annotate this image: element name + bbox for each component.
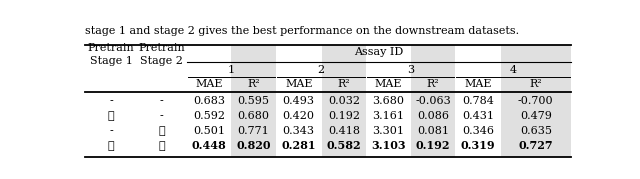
Text: -: - xyxy=(109,96,113,106)
Text: Assay ID: Assay ID xyxy=(354,47,403,57)
Text: 3.680: 3.680 xyxy=(372,96,404,106)
Text: 0.635: 0.635 xyxy=(520,126,552,136)
Text: R²: R² xyxy=(337,79,350,89)
Text: 3.161: 3.161 xyxy=(372,111,404,121)
Text: 0.420: 0.420 xyxy=(283,111,315,121)
Text: 0.820: 0.820 xyxy=(236,140,271,151)
Text: 0.086: 0.086 xyxy=(417,111,449,121)
Bar xyxy=(411,45,456,157)
Text: -: - xyxy=(160,111,164,121)
Text: -: - xyxy=(109,126,113,136)
Bar xyxy=(321,45,366,157)
Text: ✓: ✓ xyxy=(108,141,115,151)
Text: MAE: MAE xyxy=(375,79,403,89)
Text: ✓: ✓ xyxy=(159,141,165,151)
Text: MAE: MAE xyxy=(195,79,223,89)
Text: stage 1 and stage 2 gives the best performance on the downstream datasets.: stage 1 and stage 2 gives the best perfo… xyxy=(85,26,519,36)
Text: 0.343: 0.343 xyxy=(283,126,315,136)
Text: ✓: ✓ xyxy=(159,126,165,136)
Text: R²: R² xyxy=(247,79,260,89)
Text: MAE: MAE xyxy=(285,79,312,89)
Text: ✓: ✓ xyxy=(108,111,115,121)
Text: 0.680: 0.680 xyxy=(237,111,269,121)
Text: 1: 1 xyxy=(228,65,235,75)
Bar xyxy=(231,45,276,157)
Text: 0.192: 0.192 xyxy=(328,111,360,121)
Text: 2: 2 xyxy=(317,65,324,75)
Text: -: - xyxy=(160,96,164,106)
Text: 0.592: 0.592 xyxy=(193,111,225,121)
Text: 0.595: 0.595 xyxy=(237,96,269,106)
Text: 0.319: 0.319 xyxy=(461,140,495,151)
Text: Pretrain
Stage 2: Pretrain Stage 2 xyxy=(138,43,185,66)
Text: 0.784: 0.784 xyxy=(462,96,494,106)
Text: 0.683: 0.683 xyxy=(193,96,225,106)
Text: MAE: MAE xyxy=(464,79,492,89)
Text: Pretrain
Stage 1: Pretrain Stage 1 xyxy=(88,43,134,66)
Text: 0.501: 0.501 xyxy=(193,126,225,136)
Text: -0.063: -0.063 xyxy=(415,96,451,106)
Text: 3.103: 3.103 xyxy=(371,140,406,151)
Text: 0.479: 0.479 xyxy=(520,111,552,121)
Text: 0.727: 0.727 xyxy=(518,140,553,151)
Text: 0.448: 0.448 xyxy=(191,140,227,151)
Text: 3: 3 xyxy=(407,65,414,75)
Text: R²: R² xyxy=(529,79,542,89)
Text: 0.418: 0.418 xyxy=(328,126,360,136)
Text: 0.192: 0.192 xyxy=(416,140,451,151)
Text: 0.431: 0.431 xyxy=(462,111,494,121)
Text: 4: 4 xyxy=(509,65,517,75)
Text: 0.081: 0.081 xyxy=(417,126,449,136)
Text: 3.301: 3.301 xyxy=(372,126,404,136)
Text: 0.281: 0.281 xyxy=(282,140,316,151)
Text: 0.346: 0.346 xyxy=(462,126,494,136)
Text: 0.582: 0.582 xyxy=(326,140,361,151)
Bar xyxy=(500,45,571,157)
Text: -0.700: -0.700 xyxy=(518,96,554,106)
Text: 0.032: 0.032 xyxy=(328,96,360,106)
Text: 0.493: 0.493 xyxy=(283,96,315,106)
Text: 0.771: 0.771 xyxy=(237,126,269,136)
Text: R²: R² xyxy=(427,79,440,89)
